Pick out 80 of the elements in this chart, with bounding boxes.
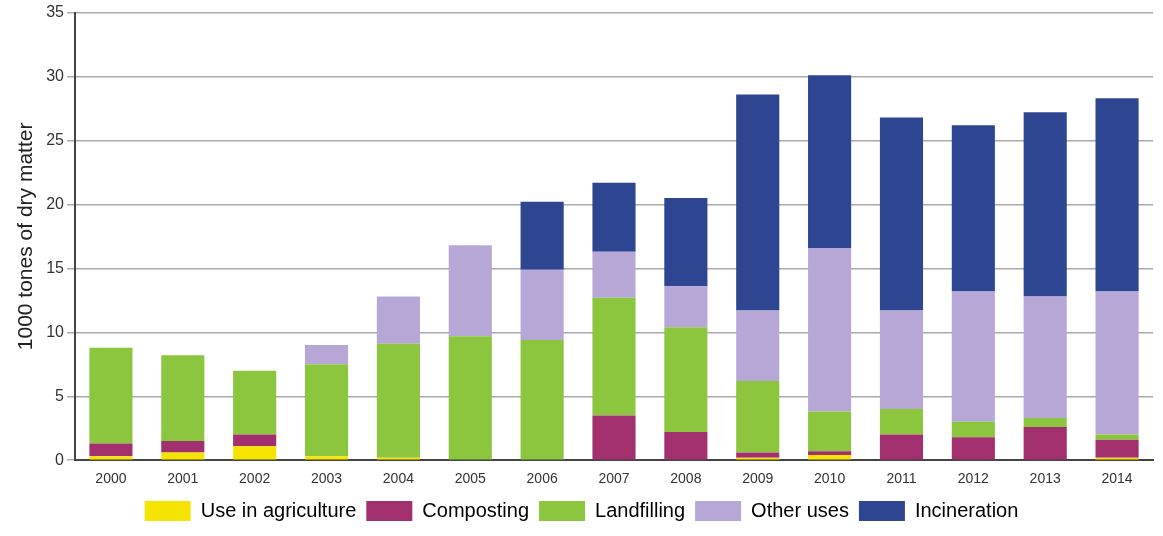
y-tick-label: 0 <box>55 450 65 468</box>
bar <box>89 347 133 444</box>
bar <box>89 456 133 460</box>
x-tick-label: 2009 <box>742 470 774 487</box>
y-tick-label: 15 <box>46 258 65 276</box>
x-tick-label: 2001 <box>167 470 199 487</box>
bar <box>951 437 995 460</box>
x-tick-label: 2005 <box>454 470 487 487</box>
bar <box>1095 434 1139 440</box>
bar <box>879 310 924 410</box>
x-tick-label: 2003 <box>310 470 343 487</box>
y-tick-label: 25 <box>46 130 65 148</box>
y-tick-label: 20 <box>46 194 65 212</box>
bar <box>664 286 708 328</box>
bar <box>951 125 995 292</box>
bar <box>879 434 924 460</box>
x-tick-label: 2011 <box>886 470 917 487</box>
bar <box>233 434 277 447</box>
y-tick-label: 30 <box>46 66 65 84</box>
x-tick-label: 2006 <box>526 470 558 487</box>
x-tick-label: 2002 <box>239 470 271 487</box>
x-tick-label: 2012 <box>957 470 990 487</box>
legend-label: Landfilling <box>595 498 686 521</box>
bar <box>951 421 995 438</box>
bar <box>161 355 205 442</box>
bar <box>592 415 636 460</box>
bar <box>808 455 852 460</box>
bar <box>448 245 492 337</box>
bar <box>1023 296 1067 418</box>
bar <box>304 345 349 365</box>
bar <box>808 451 852 456</box>
y-tick-label: 10 <box>46 322 65 340</box>
bar <box>376 296 420 344</box>
legend-label: Incineration <box>914 498 1019 521</box>
x-tick-label: 2000 <box>95 470 127 487</box>
bar <box>1023 418 1067 427</box>
bar <box>736 94 780 311</box>
bar <box>808 411 852 452</box>
bar <box>879 409 924 435</box>
bar <box>520 201 564 270</box>
bar <box>520 339 564 460</box>
bar <box>304 364 349 457</box>
bar <box>808 247 852 412</box>
y-tick-label: 5 <box>55 386 65 404</box>
bar <box>233 370 277 435</box>
bar <box>592 297 636 416</box>
bar <box>879 117 924 311</box>
bar <box>304 456 349 460</box>
bar <box>376 343 420 458</box>
bar <box>664 432 708 460</box>
bar <box>1023 112 1067 297</box>
x-tick-label: 2014 <box>1101 470 1133 487</box>
bar <box>736 452 780 458</box>
bar <box>664 198 708 287</box>
bar <box>161 441 205 453</box>
bar <box>808 75 852 248</box>
bar <box>1095 291 1139 435</box>
bar <box>1095 98 1139 292</box>
bar <box>520 269 564 340</box>
x-tick-label: 2010 <box>814 470 846 487</box>
y-axis-title: 1000 tones of dry matter <box>13 122 37 351</box>
bar <box>233 446 277 460</box>
x-tick-label: 2013 <box>1029 470 1061 487</box>
bar <box>592 182 636 252</box>
legend-label: Composting <box>422 498 530 521</box>
bar <box>1023 426 1067 460</box>
bar <box>664 327 708 433</box>
bar <box>592 251 636 298</box>
bar <box>1095 439 1139 458</box>
bar <box>951 291 995 422</box>
bar <box>448 336 492 460</box>
legend-label: Use in agriculture <box>200 498 357 521</box>
legend-label: Other uses <box>751 498 849 521</box>
x-tick-label: 2004 <box>382 470 415 487</box>
x-tick-label: 2007 <box>598 470 630 487</box>
y-tick-label: 35 <box>46 3 65 21</box>
x-tick-label: 2008 <box>670 470 702 487</box>
bar <box>736 310 780 381</box>
bar <box>736 380 780 453</box>
bar <box>89 443 133 457</box>
